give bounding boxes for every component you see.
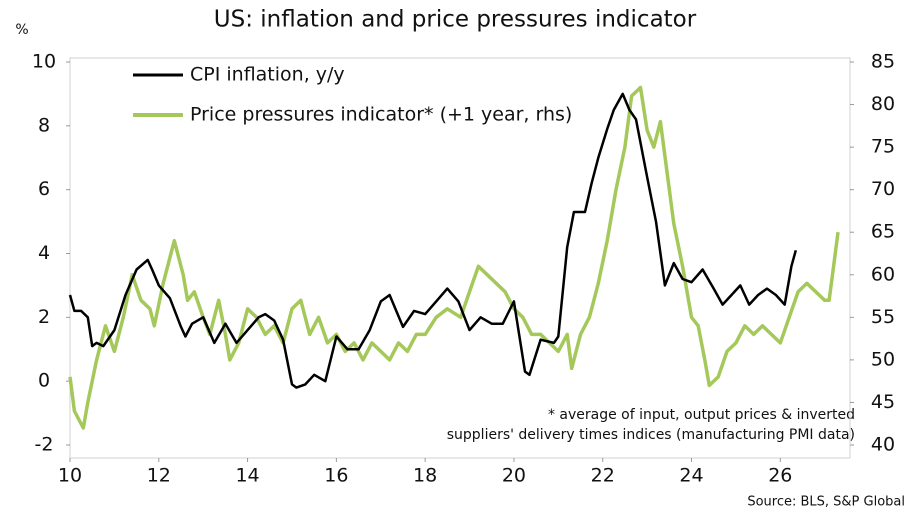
y2-tick-label: 50 (871, 348, 895, 370)
source: Source: BLS, S&P Global (747, 495, 905, 510)
x-tick-label: 16 (324, 465, 348, 487)
y2-tick-label: 45 (871, 391, 895, 413)
y-axis-label: % (15, 22, 28, 38)
x-tick-label: 12 (147, 465, 171, 487)
y2-tick-label: 40 (871, 434, 895, 456)
y2-tick-label: 60 (871, 263, 895, 285)
x-tick-label: 24 (679, 465, 703, 487)
y2-tick-label: 65 (871, 221, 895, 243)
y-tick-label: 2 (38, 306, 50, 328)
annotation: suppliers' delivery times indices (manuf… (447, 427, 855, 443)
y-tick-label: 8 (38, 114, 50, 136)
annotation: * average of input, output prices & inve… (548, 407, 855, 423)
series-line (68, 85, 840, 430)
y-tick-label: 4 (38, 242, 50, 264)
legend-label: Price pressures indicator* (+1 year, rhs… (190, 104, 572, 126)
chart-title: US: inflation and price pressures indica… (214, 7, 697, 33)
y2-tick-label: 85 (871, 51, 895, 73)
y2-tick-label: 55 (871, 306, 895, 328)
x-tick-label: 20 (502, 465, 526, 487)
plot-frame (69, 57, 851, 459)
y-tick-label: 0 (38, 370, 50, 392)
y2-tick-label: 70 (871, 178, 895, 200)
legend-label: CPI inflation, y/y (190, 64, 345, 86)
y2-tick-label: 75 (871, 136, 895, 158)
x-tick-label: 26 (768, 465, 792, 487)
x-tick-label: 18 (413, 465, 437, 487)
x-tick-label: 14 (235, 465, 259, 487)
y-tick-label: 10 (32, 51, 56, 73)
y-tick-label: -2 (35, 434, 54, 456)
x-tick-label: 22 (591, 465, 615, 487)
y-tick-label: 6 (38, 178, 50, 200)
series-line (68, 92, 798, 389)
y2-tick-label: 80 (871, 93, 895, 115)
x-tick-label: 10 (58, 465, 82, 487)
